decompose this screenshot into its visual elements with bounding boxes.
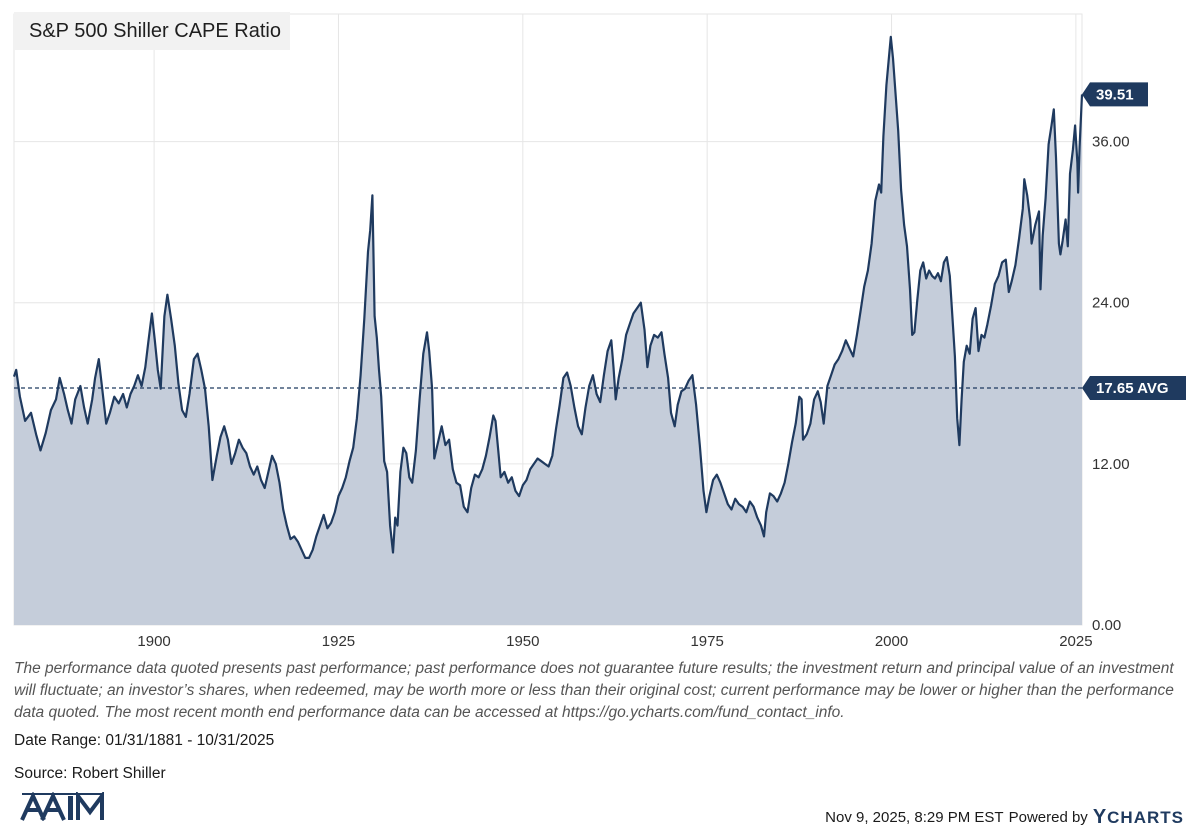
value-badges: 39.51 17.65 AVG — [1082, 82, 1186, 400]
ycharts-y-icon: Y — [1092, 806, 1108, 828]
x-tick-label: 1925 — [322, 633, 355, 650]
y-tick-label: 12.00 — [1092, 456, 1130, 473]
current-value-badge-bg — [1082, 82, 1148, 107]
powered-by-label: Powered by — [1008, 809, 1088, 826]
average-value-badge-bg — [1082, 375, 1186, 400]
aaim-logo — [20, 792, 104, 821]
x-tick-label: 1900 — [137, 633, 170, 650]
current-value-badge-text: 39.51 — [1096, 86, 1134, 103]
ycharts-logo[interactable]: Y CHARTS — [1093, 806, 1184, 829]
x-tick-label: 2000 — [875, 633, 908, 650]
x-tick-label: 2025 — [1059, 633, 1092, 650]
timestamp: Nov 9, 2025, 8:29 PM EST — [825, 809, 1004, 826]
series-line — [12, 35, 1084, 559]
data-area — [12, 35, 1084, 626]
chart-title: S&P 500 Shiller CAPE Ratio — [14, 12, 290, 50]
axis-labels: 0.00 12.00 24.00 36.00 1900 1925 1950 1975 2000 2… — [137, 134, 1129, 650]
disclaimer-text: The performance data quoted presents pas… — [14, 660, 1174, 721]
x-tick-label: 1950 — [506, 633, 539, 650]
footer-right: Nov 9, 2025, 8:29 PM EST Powered by Y CH… — [825, 806, 1184, 829]
y-tick-label: 36.00 — [1092, 134, 1130, 151]
y-tick-label: 24.00 — [1092, 295, 1130, 312]
average-value-badge-text: 17.65 AVG — [1096, 380, 1169, 397]
ycharts-brand-text: CHARTS — [1107, 807, 1184, 827]
date-range: Date Range: 01/31/1881 - 10/31/2025 — [14, 732, 275, 749]
source-text: Source: Robert Shiller — [14, 765, 166, 782]
series-area-fill — [14, 36, 1082, 626]
x-tick-label: 1975 — [690, 633, 723, 650]
chart-area: 0.00 12.00 24.00 36.00 1900 1925 1950 1975 2000 2… — [12, 12, 1186, 650]
y-tick-label: 0.00 — [1092, 617, 1121, 634]
cape-chart: 0.00 12.00 24.00 36.00 1900 1925 1950 1975 2000 2… — [12, 13, 1186, 650]
